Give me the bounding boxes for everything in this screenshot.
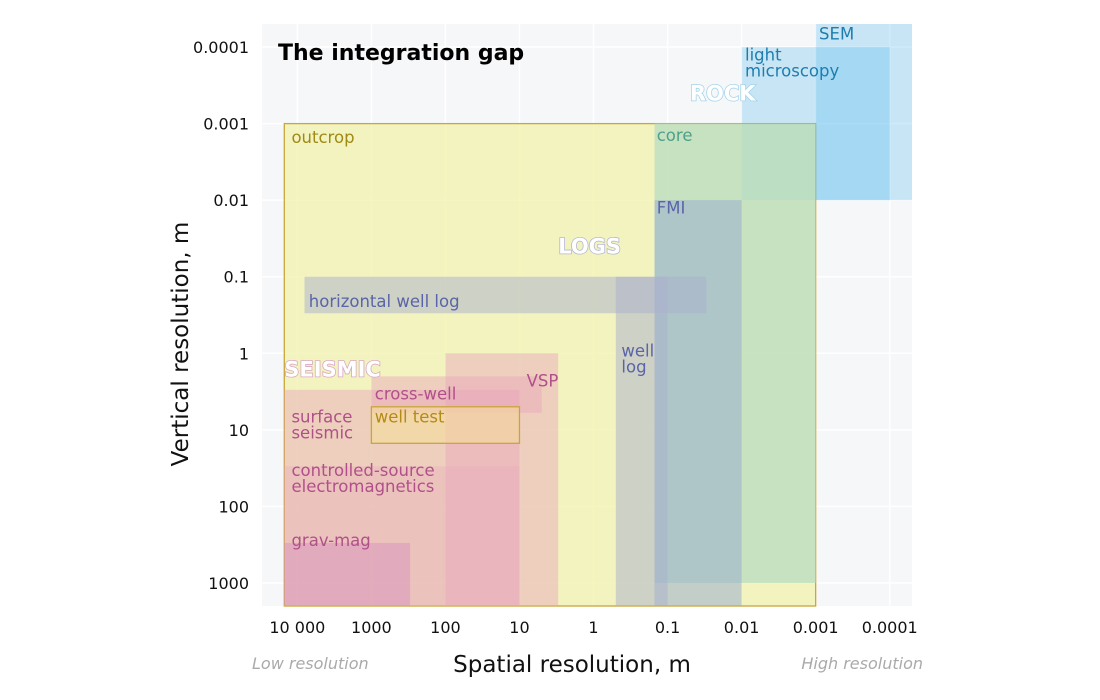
seismic-group-label: SEISMIC bbox=[284, 357, 381, 381]
y-axis-title: Vertical resolution, m bbox=[168, 222, 194, 467]
outcrop-label: outcrop bbox=[291, 128, 354, 147]
controlled-source-electromagnetics-range bbox=[284, 466, 520, 606]
well-test-range bbox=[370, 406, 521, 444]
logs-group-label: LOGS bbox=[558, 235, 621, 259]
resolution-ranges bbox=[283, 24, 912, 607]
vsp-label: VSP bbox=[527, 371, 559, 390]
y-tick-label: 0.0001 bbox=[193, 38, 249, 57]
y-tick-label: 1000 bbox=[208, 574, 249, 593]
y-tick-label: 10 bbox=[229, 421, 249, 440]
sem-label: SEM bbox=[819, 25, 854, 44]
grav-mag-range bbox=[284, 542, 411, 606]
x-tick-label: 0.1 bbox=[655, 618, 680, 637]
horizontal-well-log-label: horizontal well log bbox=[309, 292, 460, 311]
x-axis-title: Spatial resolution, m bbox=[453, 652, 691, 678]
fmi-label: FMI bbox=[657, 199, 686, 218]
x-tick-label: 1000 bbox=[351, 618, 392, 637]
x-tick-label: 1 bbox=[588, 618, 598, 637]
x-tick-labels: 10 000 1000 100 10 1 0.1 0.01 0.001 0.0001 bbox=[269, 618, 917, 637]
x-tick-label: 0.001 bbox=[793, 618, 839, 637]
well-log-label: well log bbox=[621, 341, 654, 376]
y-tick-label: 0.1 bbox=[224, 268, 249, 287]
core-label: core bbox=[657, 126, 693, 145]
y-tick-label: 0.001 bbox=[203, 115, 249, 134]
well-log-range bbox=[615, 276, 668, 606]
y-tick-labels: 0.0001 0.001 0.01 0.1 1 10 100 1000 bbox=[193, 38, 249, 593]
x-tick-label: 0.01 bbox=[724, 618, 760, 637]
rock-group-label: ROCK bbox=[690, 82, 756, 106]
surface-seismic-label: surface seismic bbox=[291, 407, 353, 442]
low-resolution-note: Low resolution bbox=[252, 654, 369, 673]
sem-range bbox=[815, 24, 912, 201]
grav-mag-label: grav-mag bbox=[291, 531, 370, 550]
x-tick-label: 100 bbox=[430, 618, 461, 637]
cross-well-label: cross-well bbox=[375, 384, 457, 403]
chart-title: The integration gap bbox=[278, 41, 524, 66]
fmi-range bbox=[654, 200, 742, 606]
x-tick-label: 10 000 bbox=[269, 618, 325, 637]
x-tick-label: 0.0001 bbox=[862, 618, 918, 637]
high-resolution-note: High resolution bbox=[801, 654, 923, 673]
light-microscopy-label: light microscopy bbox=[745, 46, 839, 81]
y-tick-label: 1 bbox=[239, 344, 249, 363]
x-tick-label: 10 bbox=[509, 618, 529, 637]
y-tick-label: 100 bbox=[218, 497, 249, 516]
group-labels: ROCK LOGS SEISMIC bbox=[283, 81, 757, 382]
well-test-label: well test bbox=[375, 407, 445, 426]
range-labels: outcrop SEM light microscopy core FMI horizont… bbox=[291, 25, 854, 550]
controlled-source-electromagnetics-label: controlled-source electromagnetics bbox=[291, 461, 434, 496]
y-tick-label: 0.01 bbox=[213, 191, 249, 210]
vsp-range bbox=[445, 353, 559, 606]
